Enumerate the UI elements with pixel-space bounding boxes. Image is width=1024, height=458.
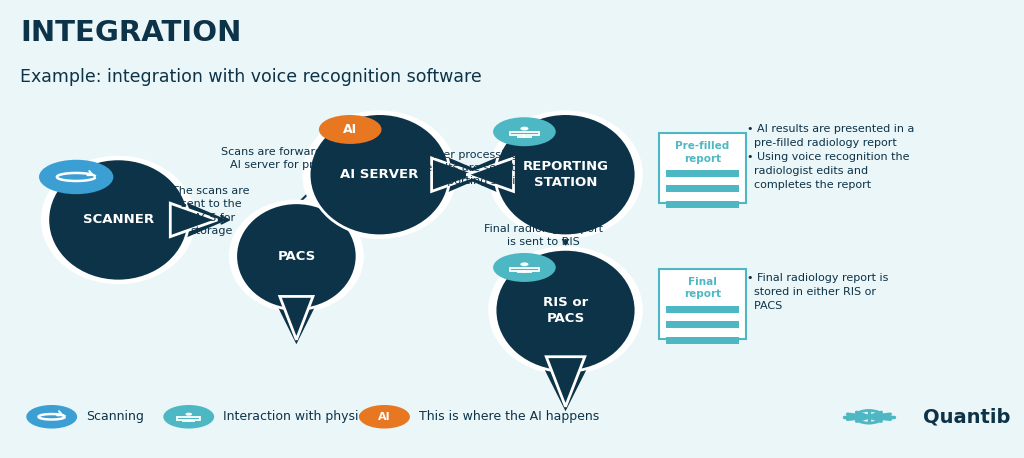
- Polygon shape: [273, 298, 319, 344]
- Circle shape: [163, 405, 214, 429]
- Ellipse shape: [488, 110, 643, 239]
- Circle shape: [520, 127, 528, 131]
- Polygon shape: [467, 158, 513, 191]
- Polygon shape: [431, 158, 478, 191]
- FancyBboxPatch shape: [667, 321, 738, 328]
- Polygon shape: [280, 296, 313, 340]
- Text: • Final radiology report is
  stored in either RIS or
  PACS: • Final radiology report is stored in ei…: [746, 273, 888, 311]
- Polygon shape: [546, 357, 585, 407]
- Ellipse shape: [309, 114, 450, 236]
- Polygon shape: [457, 152, 511, 198]
- Text: REPORTING
STATION: REPORTING STATION: [522, 160, 608, 190]
- Polygon shape: [434, 152, 488, 198]
- Circle shape: [359, 405, 410, 429]
- Text: INTEGRATION: INTEGRATION: [20, 19, 242, 47]
- Text: Scans are forwarded to the
AI server for processing: Scans are forwarded to the AI server for…: [220, 147, 372, 170]
- Circle shape: [318, 115, 382, 144]
- Ellipse shape: [41, 156, 196, 284]
- Text: Pre-filled
report: Pre-filled report: [676, 141, 730, 164]
- Text: After processing, AI
results are sent to the
reporting station: After processing, AI results are sent to…: [421, 150, 544, 186]
- Ellipse shape: [48, 159, 188, 281]
- Ellipse shape: [228, 200, 364, 313]
- Circle shape: [27, 405, 77, 429]
- Ellipse shape: [488, 246, 643, 375]
- FancyBboxPatch shape: [659, 133, 745, 203]
- Polygon shape: [173, 197, 227, 243]
- Text: Scanning: Scanning: [86, 410, 143, 423]
- Text: Final radiology report
is sent to RIS: Final radiology report is sent to RIS: [483, 224, 602, 247]
- FancyBboxPatch shape: [667, 337, 738, 344]
- FancyBboxPatch shape: [667, 185, 738, 192]
- Text: PACS: PACS: [278, 250, 315, 262]
- Text: Quantib: Quantib: [923, 407, 1010, 426]
- Text: This is where the AI happens: This is where the AI happens: [419, 410, 599, 423]
- Text: Example: integration with voice recognition software: Example: integration with voice recognit…: [20, 68, 482, 87]
- Ellipse shape: [495, 249, 636, 371]
- Circle shape: [494, 253, 556, 282]
- Ellipse shape: [236, 203, 357, 310]
- Text: AI: AI: [343, 123, 357, 136]
- Polygon shape: [170, 203, 217, 237]
- Text: The scans are
sent to the
PACS for
storage: The scans are sent to the PACS for stora…: [172, 186, 250, 236]
- Circle shape: [520, 262, 528, 266]
- Circle shape: [185, 413, 193, 416]
- Polygon shape: [539, 358, 592, 411]
- Text: Final
report: Final report: [684, 277, 721, 300]
- Text: AI: AI: [378, 412, 391, 422]
- Text: Interaction with physician: Interaction with physician: [223, 410, 385, 423]
- Text: • AI results are presented in a
  pre-filled radiology report
• Using voice reco: • AI results are presented in a pre-fill…: [746, 124, 914, 190]
- FancyBboxPatch shape: [659, 268, 745, 339]
- Ellipse shape: [495, 114, 636, 236]
- FancyBboxPatch shape: [667, 201, 738, 208]
- Text: SCANNER: SCANNER: [83, 213, 154, 226]
- FancyBboxPatch shape: [667, 170, 738, 177]
- FancyBboxPatch shape: [667, 306, 738, 313]
- Ellipse shape: [302, 110, 457, 239]
- Text: RIS or
PACS: RIS or PACS: [543, 296, 588, 325]
- Circle shape: [494, 117, 556, 146]
- Text: AI SERVER: AI SERVER: [340, 168, 419, 181]
- Circle shape: [39, 160, 114, 194]
